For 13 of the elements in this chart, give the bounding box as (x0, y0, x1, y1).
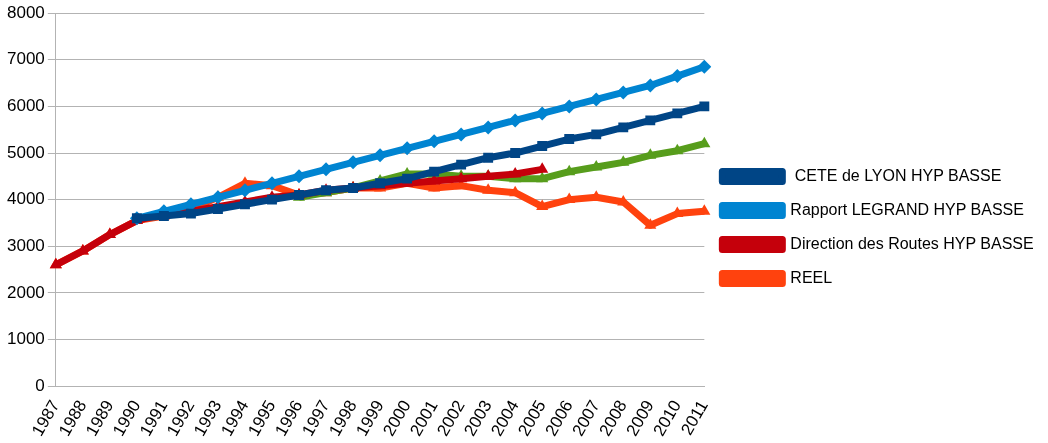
legend-label: REEL (790, 268, 833, 286)
y-tick-label: 7000 (6, 49, 45, 69)
y-tick-label: 2000 (6, 282, 45, 302)
y-tick-label: 4000 (6, 189, 45, 209)
y-tick-label: 0 (35, 375, 45, 395)
y-tick-label: 5000 (6, 142, 45, 162)
y-tick-label: 3000 (6, 235, 45, 255)
legend-label: Direction des Routes HYP BASSE (790, 234, 1034, 252)
y-tick-label: 8000 (6, 2, 45, 22)
y-tick-label: 6000 (6, 96, 45, 116)
legend-label: CETE de LYON HYP BASSE (790, 166, 1002, 184)
legend-label: Rapport LEGRAND HYP BASSE (790, 200, 1024, 218)
y-tick-label: 1000 (6, 329, 45, 349)
